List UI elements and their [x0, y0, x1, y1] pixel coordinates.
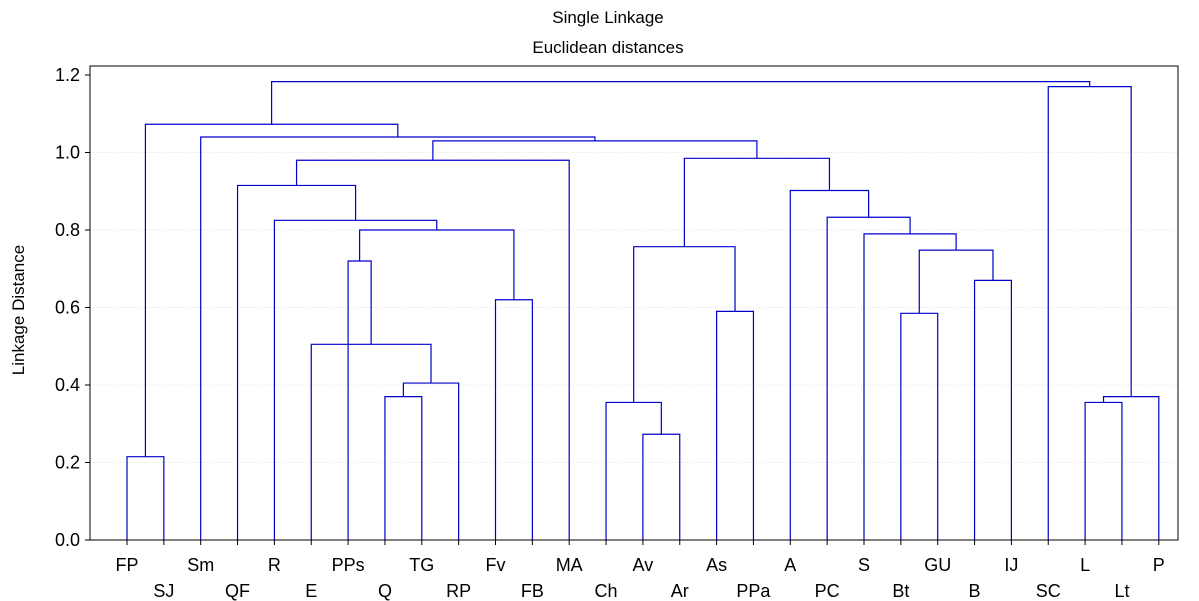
leaf-label: Q: [378, 581, 392, 601]
leaf-label: E: [305, 581, 317, 601]
leaf-label: Av: [633, 555, 654, 575]
plot-frame: [89, 65, 1179, 541]
leaf-label: PPa: [736, 581, 771, 601]
leaf-label: PPs: [332, 555, 365, 575]
dendrogram-link: [633, 246, 736, 403]
dendrogram-link: [683, 157, 831, 247]
dendrogram-link: [642, 433, 681, 540]
dendrogram-link: [236, 184, 357, 540]
dendrogram-link: [384, 396, 423, 540]
dendrogram-link: [605, 401, 662, 540]
dendrogram-link: [973, 279, 1012, 540]
dendrogram-link: [494, 299, 533, 540]
dendrogram-link: [273, 219, 438, 540]
y-tick-label: 0.0: [55, 530, 80, 550]
y-tick-label: 0.8: [55, 220, 80, 240]
chart-subtitle: Euclidean distances: [532, 38, 683, 57]
dendrogram-link: [1047, 86, 1132, 540]
leaf-label: SC: [1036, 581, 1061, 601]
dendrogram-links: [126, 80, 1160, 540]
dendrogram-link: [271, 80, 1091, 125]
chart-title: Single Linkage: [552, 8, 664, 27]
leaf-label: As: [706, 555, 727, 575]
y-tick-label: 1.2: [55, 65, 80, 85]
dendrogram-link: [347, 260, 372, 540]
leaf-label: P: [1153, 555, 1165, 575]
dendrogram-link: [402, 382, 460, 540]
y-axis-label: Linkage Distance: [9, 245, 28, 375]
y-tick-label: 1.0: [55, 143, 80, 163]
leaf-label: FB: [521, 581, 544, 601]
y-tick-label: 0.4: [55, 375, 80, 395]
dendrogram-link: [295, 159, 570, 540]
leaf-label: L: [1080, 555, 1090, 575]
dendrogram-link: [789, 189, 870, 540]
x-axis-ticks: [126, 540, 1160, 545]
dendrogram-link: [126, 456, 165, 540]
leaf-label: Bt: [892, 581, 909, 601]
leaf-label: QF: [225, 581, 250, 601]
dendrogram-link: [310, 343, 432, 540]
leaf-label: FP: [115, 555, 138, 575]
leaf-labels: FP SJ Sm QF R E PPs Q TG RP Fv FB MA Ch Av Ar As PPa A PC S B…: [115, 555, 1164, 601]
leaf-label: MA: [556, 555, 583, 575]
dendrogram-link: [359, 229, 515, 300]
leaf-label: Ar: [671, 581, 689, 601]
leaf-label: Sm: [187, 555, 214, 575]
leaf-label: B: [969, 581, 981, 601]
leaf-label: TG: [409, 555, 434, 575]
leaf-label: IJ: [1004, 555, 1018, 575]
y-tick-label: 0.2: [55, 453, 80, 473]
leaf-label: R: [268, 555, 281, 575]
dendrogram-link: [1102, 396, 1160, 540]
dendrogram-link: [200, 136, 596, 540]
leaf-label: Ch: [595, 581, 618, 601]
leaf-label: RP: [446, 581, 471, 601]
leaf-label: PC: [815, 581, 840, 601]
dendrogram-link: [900, 312, 939, 540]
leaf-label: SJ: [153, 581, 174, 601]
y-tick-label: 0.6: [55, 298, 80, 318]
dendrogram-link: [144, 123, 399, 457]
leaf-label: S: [858, 555, 870, 575]
dendrogram-link: [1084, 401, 1123, 540]
dendrogram-link: [863, 233, 957, 540]
leaf-label: Lt: [1114, 581, 1129, 601]
dendrogram-link: [716, 310, 755, 540]
dendrogram-link: [918, 249, 994, 314]
leaf-label: Fv: [486, 555, 506, 575]
leaf-label: GU: [924, 555, 951, 575]
leaf-label: A: [784, 555, 796, 575]
dendrogram-link: [432, 140, 758, 161]
dendrogram-link: [826, 216, 911, 540]
y-axis-ticks: 0.0 0.2 0.4 0.6 0.8 1.0 1.2: [55, 65, 90, 550]
